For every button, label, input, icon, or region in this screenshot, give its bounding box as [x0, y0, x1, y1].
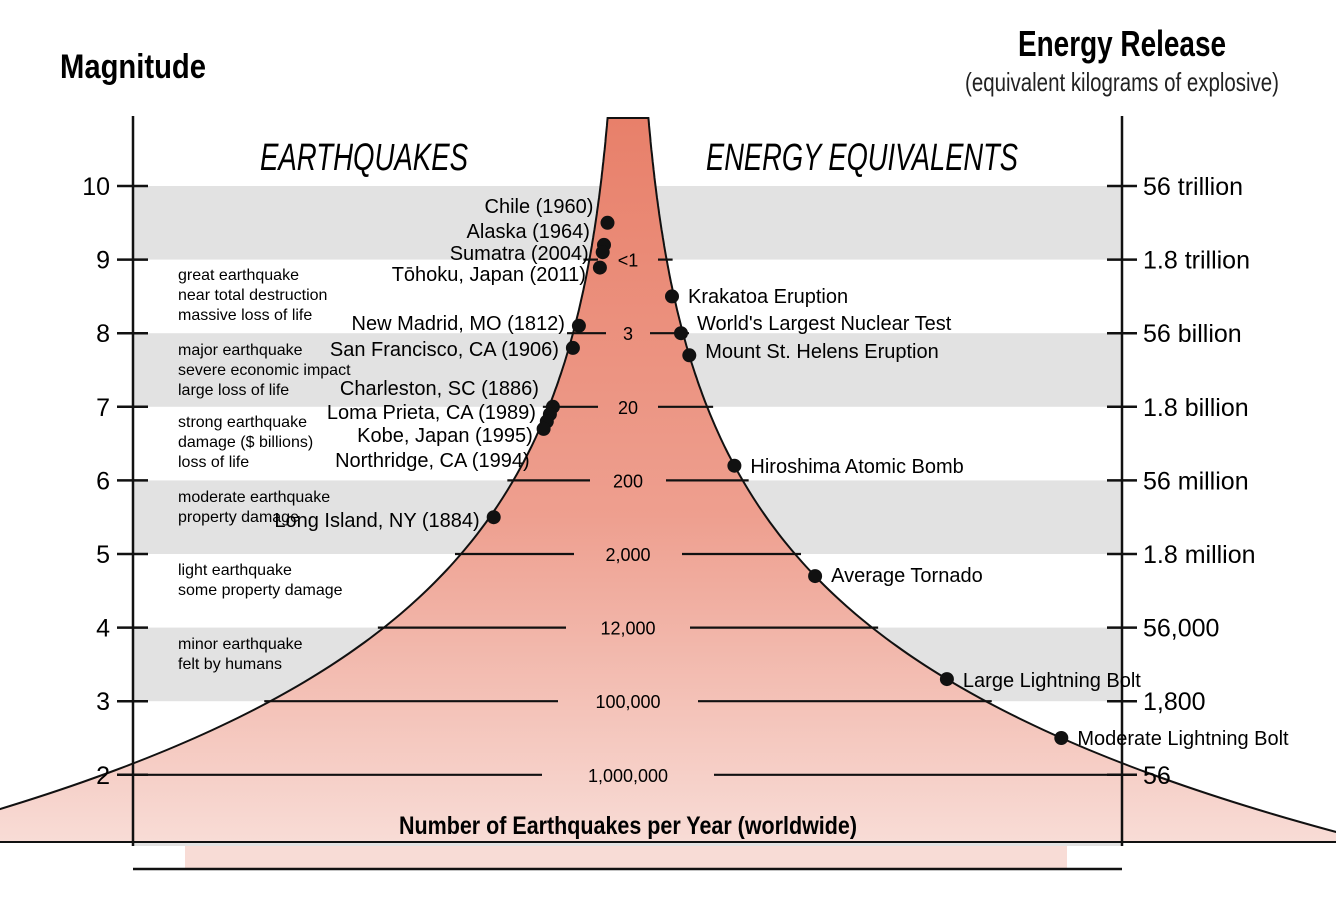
category-description: near total destruction: [178, 287, 327, 304]
category-description: felt by humans: [178, 656, 282, 673]
axes: [117, 116, 1137, 871]
energy-tick-label: 56 million: [1143, 467, 1249, 495]
frequency-label: 2,000: [605, 545, 650, 565]
energy-equivalent-label: Moderate Lightning Bolt: [1077, 728, 1289, 750]
energy-equivalent-label: World's Largest Nuclear Test: [697, 313, 952, 335]
frequency-footer-label: Number of Earthquakes per Year (worldwid…: [399, 812, 857, 840]
energy-release-title: Energy Release: [1018, 23, 1226, 64]
magnitude-tick-label: 5: [96, 541, 110, 569]
category-description: great earthquake: [178, 267, 299, 284]
magnitude-tick-label: 2: [96, 762, 110, 790]
category-description: property damage: [178, 509, 299, 526]
earthquake-label: New Madrid, MO (1812): [352, 313, 565, 335]
energy-tick-label: 56 billion: [1143, 320, 1242, 348]
energy-equivalent-label: Mount St. Helens Eruption: [705, 341, 938, 363]
earthquakes-heading: EARTHQUAKES: [260, 137, 468, 179]
magnitude-tick-label: 10: [82, 173, 110, 201]
magnitude-tick-label: 9: [96, 247, 110, 275]
energy-equivalent-dot: [727, 458, 742, 473]
energy-equivalent-dot: [674, 326, 688, 341]
earthquake-label: San Francisco, CA (1906): [330, 339, 559, 361]
energy-equivalent-label: Krakatoa Eruption: [688, 286, 848, 308]
category-description: loss of life: [178, 454, 249, 471]
energy-tick-label: 56,000: [1143, 615, 1219, 643]
energy-tick-label: 1.8 billion: [1143, 394, 1249, 422]
category-description: strong earthquake: [178, 414, 307, 431]
earthquake-label: Charleston, SC (1886): [340, 378, 539, 400]
funnel-base: [185, 846, 1067, 868]
energy-release-subtitle: (equivalent kilograms of explosive): [965, 67, 1279, 97]
earthquake-dot: [595, 245, 610, 260]
energy-tick-label: 1,800: [1143, 688, 1206, 716]
category-description: damage ($ billions): [178, 434, 313, 451]
energy-equivalent-label: Hiroshima Atomic Bomb: [750, 456, 963, 478]
category-description: some property damage: [178, 582, 343, 599]
frequency-label: <1: [618, 251, 639, 271]
magnitude-tick-label: 4: [96, 615, 110, 643]
magnitude-tick-label: 7: [96, 394, 110, 422]
frequency-gridlines: <1 3 20 200 2,000 12,000 100,000 1,000,000: [140, 251, 1115, 786]
frequency-label: 3: [623, 324, 633, 344]
earthquake-dot: [571, 318, 586, 333]
earthquake-dot: [600, 215, 615, 230]
energy-tick-label: 56 trillion: [1143, 173, 1243, 201]
category-description: severe economic impact: [178, 362, 351, 379]
energy-equivalent-dot: [939, 672, 954, 687]
energy-equivalent-label: Average Tornado: [831, 565, 983, 587]
earthquake-label: Chile (1960): [485, 196, 594, 218]
magnitude-title: Magnitude: [60, 48, 206, 86]
category-description: moderate earthquake: [178, 489, 330, 506]
earthquake-dot: [486, 510, 501, 525]
energy-equivalent-dot: [808, 569, 823, 584]
frequency-label: 200: [613, 471, 643, 491]
earthquake-label: Sumatra (2004): [450, 243, 589, 265]
earthquake-label: Northridge, CA (1994): [335, 450, 530, 472]
frequency-label: 20: [618, 398, 638, 418]
earthquake-label: Loma Prieta, CA (1989): [327, 402, 536, 424]
earthquake-dot: [536, 421, 551, 436]
earthquake-label: Long Island, NY (1884): [274, 510, 479, 532]
earthquake-label: Kobe, Japan (1995): [357, 425, 533, 447]
category-description: massive loss of life: [178, 307, 312, 324]
earthquake-label: Tōhoku, Japan (2011): [392, 264, 586, 286]
energy-equivalent-dot: [682, 348, 697, 363]
category-description: major earthquake: [178, 342, 303, 359]
energy-equivalent-label: Large Lightning Bolt: [963, 670, 1141, 692]
frequency-label: 100,000: [595, 692, 660, 712]
energy-tick-label: 1.8 trillion: [1143, 247, 1250, 275]
frequency-label: 12,000: [600, 619, 655, 639]
frequency-label: 1,000,000: [588, 766, 668, 786]
magnitude-tick-label: 3: [96, 688, 110, 716]
magnitude-tick-label: 8: [96, 320, 110, 348]
category-description: minor earthquake: [178, 636, 303, 653]
category-description: large loss of life: [178, 382, 289, 399]
earthquake-label: Alaska (1964): [467, 221, 590, 243]
energy-equivalent-dot: [1054, 731, 1069, 745]
energy-tick-label: 1.8 million: [1143, 541, 1256, 569]
earthquake-dot: [565, 340, 580, 355]
labels: 10 9 8 7 6 5 4 3 2 56 trillion 1.8 trillion 56 bill…: [82, 173, 1289, 790]
magnitude-tick-label: 6: [96, 467, 110, 495]
energy-tick-label: 56: [1143, 762, 1171, 790]
earthquake-dot: [592, 260, 607, 275]
energy-equivalent-dot: [665, 289, 679, 304]
energy-equivalents-heading: ENERGY EQUIVALENTS: [706, 137, 1018, 179]
category-description: light earthquake: [178, 562, 292, 579]
